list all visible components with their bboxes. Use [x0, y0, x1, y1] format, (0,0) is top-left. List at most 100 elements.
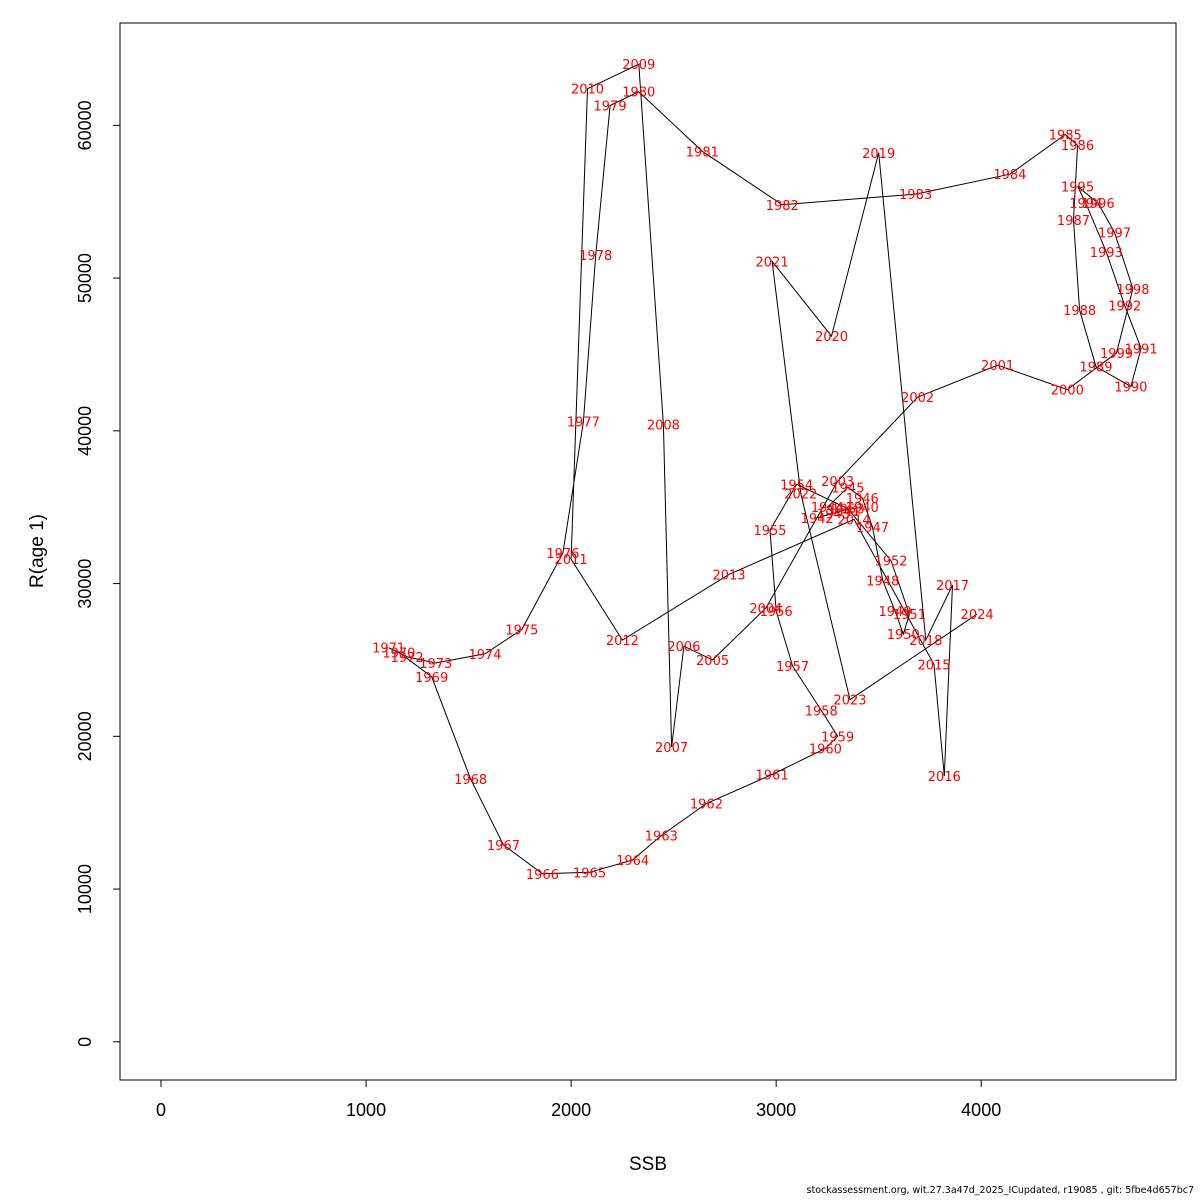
x-tick-label: 4000	[961, 1100, 1001, 1120]
y-axis: 0 10000 20000 30000 40000 50000 60000	[75, 100, 121, 1047]
point-label-2019: 2019	[862, 147, 895, 162]
point-label-1940: 1940	[846, 501, 879, 516]
x-tick-label: 3000	[756, 1100, 796, 1120]
point-label-1968: 1968	[454, 773, 487, 788]
point-label-1978: 1978	[579, 249, 612, 264]
point-label-1995: 1995	[1061, 180, 1094, 195]
point-label-1994: 1994	[1069, 197, 1102, 212]
point-label-2015: 2015	[917, 659, 950, 674]
point-label-2021: 2021	[756, 255, 789, 270]
x-axis-title: SSB	[629, 1154, 667, 1175]
point-label-1941: 1941	[827, 504, 860, 519]
y-tick-label: 40000	[75, 406, 95, 456]
point-label-2023: 2023	[833, 694, 866, 709]
point-label-1992: 1992	[1108, 300, 1141, 315]
y-tick-label: 20000	[75, 711, 95, 761]
point-label-1982: 1982	[766, 199, 799, 214]
y-axis-title: R(age 1)	[27, 514, 48, 588]
point-label-2017: 2017	[936, 579, 969, 594]
point-label-1945: 1945	[831, 481, 864, 496]
y-tick-label: 60000	[75, 100, 95, 150]
point-label-1991: 1991	[1125, 342, 1158, 357]
point-label-1957: 1957	[776, 660, 809, 675]
point-label-1974: 1974	[468, 648, 501, 663]
point-label-1998: 1998	[1116, 283, 1149, 298]
point-label-1981: 1981	[686, 145, 719, 160]
point-label-1951: 1951	[893, 608, 926, 623]
point-label-1970: 1970	[382, 646, 415, 661]
point-label-2004: 2004	[749, 602, 782, 617]
point-label-1944: 1944	[811, 501, 844, 516]
point-label-1985: 1985	[1049, 129, 1082, 144]
point-label-2009: 2009	[622, 58, 655, 73]
y-tick-label: 10000	[75, 864, 95, 914]
point-label-1996: 1996	[1082, 197, 1115, 212]
point-label-1977: 1977	[567, 416, 600, 431]
point-label-1979: 1979	[594, 99, 627, 114]
point-label-1959: 1959	[821, 730, 854, 745]
point-label-1963: 1963	[645, 830, 678, 845]
point-label-2022: 2022	[784, 487, 817, 502]
point-label-1988: 1988	[1063, 304, 1096, 319]
point-label-1969: 1969	[415, 671, 448, 686]
point-label-1986: 1986	[1061, 139, 1094, 154]
point-label-1946: 1946	[846, 492, 879, 507]
x-axis: 0 1000 2000 3000 4000	[156, 1079, 1001, 1120]
point-label-1975: 1975	[505, 623, 538, 638]
point-label-1966: 1966	[526, 868, 559, 883]
point-label-2020: 2020	[815, 330, 848, 345]
point-label-1948: 1948	[866, 575, 899, 590]
trajectory-line	[388, 63, 1142, 875]
x-tick-label: 2000	[551, 1100, 591, 1120]
point-label-2014: 2014	[838, 513, 871, 528]
point-label-2006: 2006	[667, 640, 700, 655]
point-label-2003: 2003	[821, 475, 854, 490]
point-label-1949: 1949	[879, 605, 912, 620]
y-tick-label: 0	[75, 1037, 95, 1047]
x-tick-label: 1000	[346, 1100, 386, 1120]
point-label-2010: 2010	[571, 83, 604, 98]
point-label-2000: 2000	[1051, 384, 1084, 399]
point-label-2001: 2001	[981, 359, 1014, 374]
point-label-1967: 1967	[487, 839, 520, 854]
point-label-2024: 2024	[961, 608, 994, 623]
point-label-1947: 1947	[856, 521, 889, 536]
y-tick-label: 30000	[75, 559, 95, 609]
point-label-1960: 1960	[809, 743, 842, 758]
point-label-1993: 1993	[1090, 246, 1123, 261]
point-label-1942: 1942	[801, 512, 834, 527]
point-label-1943: 1943	[817, 507, 850, 522]
point-label-1964: 1964	[616, 854, 649, 869]
point-label-2018: 2018	[909, 634, 942, 649]
point-label-1999: 1999	[1100, 347, 1133, 362]
point-label-1980: 1980	[622, 86, 655, 101]
point-label-2002: 2002	[901, 391, 934, 406]
point-label-1961: 1961	[756, 769, 789, 784]
point-label-1955: 1955	[753, 524, 786, 539]
point-label-1973: 1973	[419, 657, 452, 672]
point-label-2008: 2008	[647, 419, 680, 434]
point-label-2005: 2005	[696, 654, 729, 669]
point-label-1962: 1962	[690, 798, 723, 813]
point-label-1956: 1956	[760, 605, 793, 620]
point-label-1987: 1987	[1057, 214, 1090, 229]
point-label-1983: 1983	[899, 188, 932, 203]
point-label-1997: 1997	[1098, 226, 1131, 241]
point-label-1990: 1990	[1114, 381, 1147, 396]
point-label-1950: 1950	[887, 628, 920, 643]
point-label-1952: 1952	[874, 555, 907, 570]
point-label-2016: 2016	[928, 770, 961, 785]
point-label-1972: 1972	[391, 651, 424, 666]
point-label-1976: 1976	[546, 547, 579, 562]
point-label-1984: 1984	[993, 168, 1026, 183]
point-label-1989: 1989	[1079, 361, 1112, 376]
point-label-1965: 1965	[573, 866, 606, 881]
point-label-2007: 2007	[655, 741, 688, 756]
point-label-1954: 1954	[780, 478, 813, 493]
x-tick-label: 0	[156, 1100, 166, 1120]
y-tick-label: 50000	[75, 253, 95, 303]
point-label-1958: 1958	[805, 704, 838, 719]
point-label-1971: 1971	[372, 642, 405, 657]
